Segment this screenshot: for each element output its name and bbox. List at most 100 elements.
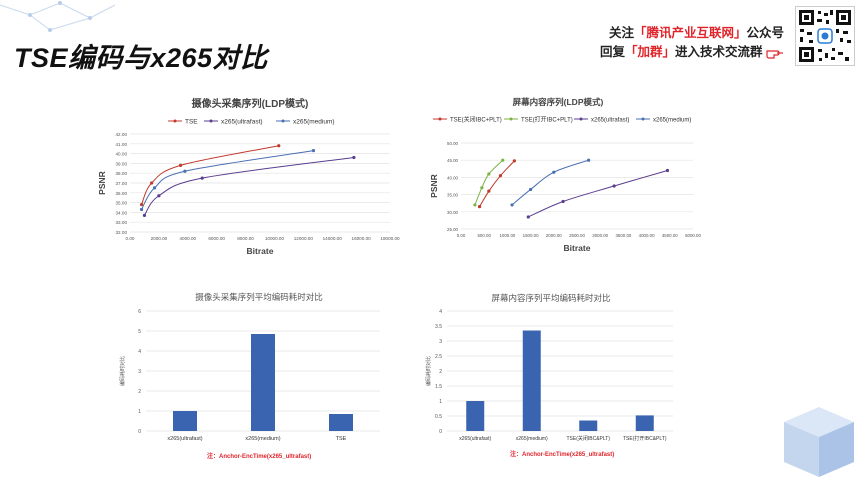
x-tick-label: 6000.00 (208, 236, 225, 241)
network-decoration (0, 1, 116, 32)
screen-time-chart: 屏幕内容序列平均编码耗时对比 0 0.5 1 1.5 2 2.5 3 3.5 4 编码耗时对比 x26… (423, 286, 685, 451)
bar (579, 420, 598, 431)
x-tick-label: 4000.00 (639, 233, 655, 238)
legend-label: x265(ultrafast) (221, 119, 263, 126)
chart-title: 屏幕内容序列平均编码耗时对比 (491, 293, 610, 303)
x-tick-label: 4000.00 (179, 236, 196, 241)
y-tick-label: 38.00 (116, 171, 128, 176)
series-line (528, 170, 668, 218)
x-tick-label: 2500.00 (569, 233, 585, 238)
legend-marker (209, 119, 213, 123)
bar (466, 401, 485, 431)
data-point (473, 203, 477, 207)
y-tick-label: 33.00 (116, 220, 128, 225)
data-point (200, 176, 204, 180)
y-tick-label: 4 (138, 349, 141, 355)
category-label: x265(ultrafast) (167, 436, 202, 442)
data-point (526, 215, 530, 219)
data-point (139, 202, 144, 207)
data-point (665, 168, 670, 173)
data-point (352, 155, 356, 160)
y-tick-label: 37.00 (116, 181, 128, 186)
legend-label: TSE (185, 119, 198, 126)
data-point (529, 187, 533, 192)
x-tick-label: 8000.00 (237, 236, 254, 241)
data-point (178, 163, 183, 167)
category-label: x265(medium) (245, 436, 280, 442)
y-tick-label: 35.00 (116, 201, 128, 206)
footnote-left: 注：Anchor-EncTime(x265_ultrafast) (207, 454, 312, 460)
data-point (587, 158, 591, 162)
page-title: TSE编码与x265对比 (14, 43, 268, 73)
screen-psnr-chart: 屏幕内容序列(LDP模式) TSE(关闭IBC+PLT) TSE(打开IBC+PLT… (425, 89, 712, 259)
legend-label: x265(medium) (653, 118, 691, 124)
x-tick-label: 10000.00 (265, 236, 285, 241)
follow-prefix: 关注 (608, 26, 634, 40)
data-point (501, 158, 505, 162)
series-line (141, 150, 314, 210)
series-line (474, 159, 504, 206)
y-axis-title: PSNR (97, 171, 107, 195)
data-point (139, 207, 144, 212)
data-point (498, 174, 503, 178)
x-tick-label: 5000.00 (685, 233, 701, 238)
data-point (487, 172, 491, 176)
category-label: TSE(打开IBC&PLT) (623, 435, 667, 442)
legend-marker (173, 119, 177, 123)
x-tick-label: 3500.00 (615, 233, 631, 238)
category-label: TSE (336, 436, 347, 442)
x-tick-label: 1500.00 (523, 233, 539, 238)
y-tick-label: 3.5 (435, 324, 442, 330)
y-tick-label: 32.00 (116, 230, 128, 235)
x-tick-label: 12000.00 (294, 236, 314, 241)
series-line (511, 159, 589, 206)
x-tick-label: 2000.00 (546, 233, 562, 238)
y-tick-label: 45.00 (447, 158, 459, 163)
y-tick-label: 0 (439, 429, 442, 435)
category-label: TSE(关闭IBC&PLT) (566, 435, 610, 442)
legend-label: TSE(打开IBC+PLT) (521, 116, 573, 124)
y-tick-label: 2 (439, 369, 442, 375)
footnote-right: 注：Anchor-EncTime(x265_ultrafast) (510, 452, 615, 458)
category-label: x265(medium) (516, 436, 548, 442)
y-tick-label: 40.00 (447, 175, 459, 180)
legend-label: TSE(关闭IBC+PLT) (450, 116, 502, 124)
data-point (480, 186, 484, 190)
y-tick-label: 0 (138, 429, 141, 435)
chart-title: 摄像头采集序列平均编码耗时对比 (195, 292, 323, 302)
y-tick-label: 35.00 (447, 193, 459, 198)
follow-account: 「腾讯产业互联网」 (633, 26, 747, 40)
bar (173, 411, 197, 431)
legend-marker (641, 117, 645, 121)
x-tick-label: 16000.00 (352, 236, 372, 241)
y-tick-label: 39.00 (116, 161, 128, 166)
reply-suffix: 进入技术交流群 (675, 45, 763, 59)
y-tick-label: 30.00 (447, 210, 459, 215)
follow-suffix: 公众号 (746, 26, 784, 40)
data-point (512, 159, 516, 163)
y-tick-label: 1 (439, 399, 442, 405)
cube-decoration (784, 407, 854, 477)
chart-title: 摄像头采集序列(LDP模式) (192, 97, 309, 110)
chart-title: 屏幕内容序列(LDP模式) (512, 97, 604, 107)
x-tick-label: 0.00 (457, 233, 466, 238)
reply-prefix: 回复 (599, 45, 625, 59)
y-tick-label: 6 (138, 309, 141, 315)
legend-marker (438, 117, 442, 121)
y-tick-label: 4 (439, 309, 442, 315)
y-tick-label: 1 (138, 409, 141, 415)
data-point (552, 170, 556, 174)
y-axis-title: PSNR (429, 174, 439, 198)
data-point (561, 199, 565, 204)
reply-keyword: 「加群」 (624, 45, 675, 59)
y-tick-label: 36.00 (116, 191, 128, 196)
bar (635, 415, 654, 431)
series-line (479, 160, 515, 207)
qr-code[interactable] (795, 6, 855, 66)
data-point (487, 189, 491, 193)
data-point (510, 203, 514, 207)
bar (251, 334, 275, 431)
y-tick-label: 42.00 (116, 132, 128, 137)
y-tick-label: 34.00 (116, 210, 128, 215)
x-tick-label: 1000.00 (499, 233, 515, 238)
